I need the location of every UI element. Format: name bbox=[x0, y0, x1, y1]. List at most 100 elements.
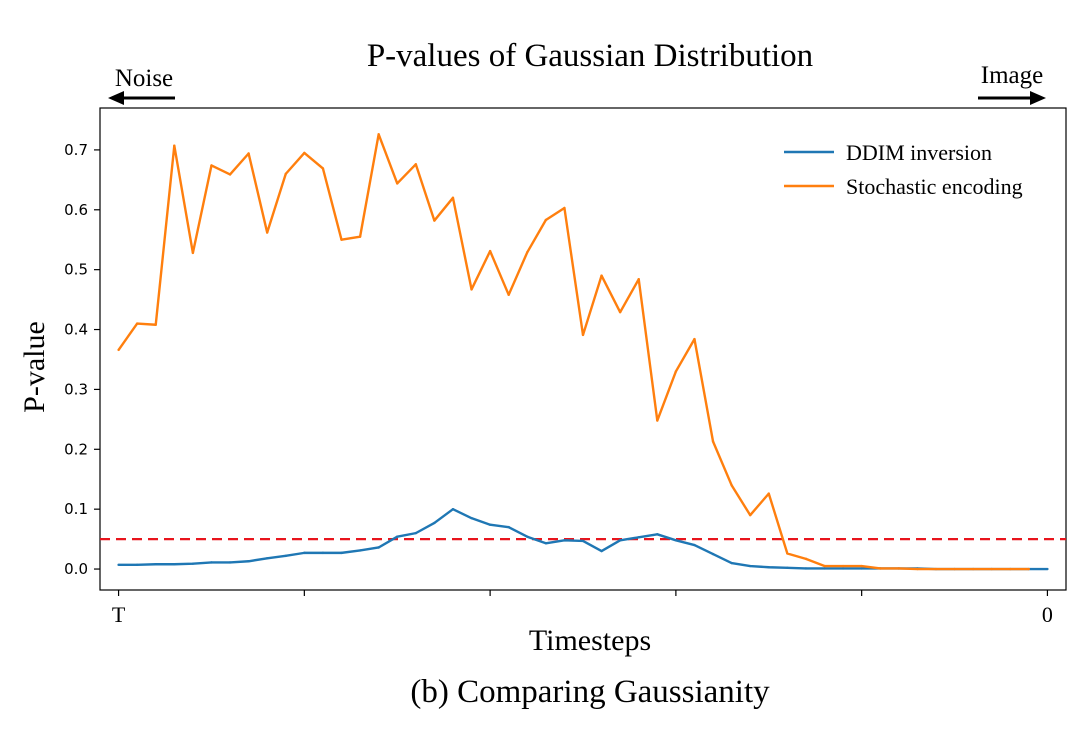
data-point bbox=[897, 567, 901, 570]
data-point bbox=[618, 310, 622, 314]
x-axis-label: Timesteps bbox=[529, 624, 651, 657]
y-axis-label: P-value bbox=[18, 321, 51, 413]
data-point bbox=[507, 293, 510, 297]
data-point bbox=[358, 235, 362, 238]
data-point bbox=[916, 567, 919, 571]
data-point bbox=[786, 566, 789, 570]
data-point bbox=[303, 151, 306, 155]
data-point bbox=[656, 533, 659, 536]
data-point bbox=[321, 551, 325, 555]
data-point bbox=[823, 564, 826, 568]
data-point bbox=[1046, 567, 1049, 571]
data-point bbox=[154, 323, 157, 326]
data-point bbox=[563, 539, 566, 542]
series-group bbox=[117, 133, 1049, 571]
y-tick-label: 0.3 bbox=[64, 380, 88, 398]
data-point bbox=[488, 249, 492, 253]
chart-title: P-values of Gaussian Distribution bbox=[367, 38, 813, 74]
data-point bbox=[637, 536, 640, 539]
data-point bbox=[210, 164, 213, 167]
data-point bbox=[396, 182, 399, 185]
y-tick-label: 0.7 bbox=[64, 141, 88, 159]
data-point bbox=[414, 163, 418, 166]
data-point bbox=[173, 563, 176, 566]
data-point bbox=[600, 274, 603, 277]
data-point bbox=[488, 523, 492, 526]
data-point bbox=[581, 333, 585, 337]
data-point bbox=[377, 133, 380, 136]
data-point bbox=[804, 567, 808, 570]
data-point bbox=[377, 546, 380, 549]
y-tick-label: 0.6 bbox=[64, 201, 88, 219]
data-point bbox=[451, 507, 455, 511]
data-point bbox=[173, 144, 176, 147]
data-point bbox=[581, 539, 585, 543]
data-point bbox=[1009, 567, 1012, 571]
data-point bbox=[748, 513, 752, 517]
data-point bbox=[117, 563, 120, 567]
data-point bbox=[526, 535, 529, 538]
x-tick-label: T bbox=[112, 602, 126, 627]
data-point bbox=[303, 551, 306, 555]
data-point bbox=[284, 172, 287, 176]
data-point bbox=[860, 564, 863, 568]
data-point bbox=[154, 563, 157, 566]
data-point bbox=[841, 567, 845, 570]
data-point bbox=[600, 549, 603, 553]
data-point bbox=[414, 531, 418, 535]
data-point bbox=[879, 567, 882, 570]
data-point bbox=[860, 567, 863, 570]
y-tick-label: 0.4 bbox=[64, 321, 88, 339]
data-point bbox=[674, 539, 678, 542]
data-point bbox=[693, 543, 696, 547]
data-point bbox=[135, 563, 139, 567]
data-point bbox=[823, 567, 826, 570]
y-tick-label: 0.0 bbox=[64, 560, 88, 578]
data-point bbox=[228, 173, 232, 176]
data-point bbox=[563, 206, 566, 210]
data-point bbox=[228, 561, 232, 564]
figure-caption: (b) Comparing Gaussianity bbox=[410, 674, 770, 710]
data-point bbox=[321, 167, 325, 170]
data-point bbox=[451, 196, 455, 200]
data-point bbox=[544, 542, 548, 545]
y-tick-label: 0.2 bbox=[64, 440, 88, 458]
data-point bbox=[470, 288, 473, 291]
image-label: Image bbox=[981, 62, 1043, 89]
noise-label: Noise bbox=[115, 65, 173, 92]
data-point bbox=[730, 561, 733, 565]
data-point bbox=[507, 525, 510, 529]
data-point bbox=[544, 218, 548, 222]
data-point bbox=[358, 549, 362, 552]
data-point bbox=[526, 251, 529, 254]
data-point bbox=[191, 562, 195, 565]
y-tick-label: 0.5 bbox=[64, 261, 88, 279]
data-point bbox=[117, 348, 120, 352]
data-point bbox=[934, 567, 938, 571]
data-point bbox=[748, 564, 752, 568]
data-point bbox=[711, 552, 715, 556]
data-point bbox=[841, 564, 845, 568]
data-point bbox=[247, 152, 250, 155]
data-point bbox=[340, 238, 343, 241]
data-point bbox=[284, 554, 287, 558]
data-point bbox=[767, 492, 770, 495]
legend: DDIM inversion Stochastic encoding bbox=[784, 140, 1023, 199]
data-point bbox=[767, 566, 770, 569]
data-point bbox=[433, 219, 436, 222]
data-point bbox=[433, 521, 436, 525]
data-point bbox=[786, 552, 789, 555]
data-point bbox=[135, 322, 139, 325]
data-point bbox=[247, 560, 250, 563]
data-point bbox=[470, 516, 473, 520]
data-point bbox=[265, 231, 269, 234]
data-point bbox=[656, 419, 659, 422]
data-point bbox=[340, 551, 343, 555]
data-point bbox=[990, 567, 993, 571]
legend-label-stochastic: Stochastic encoding bbox=[846, 174, 1023, 199]
x-tick-label: 0 bbox=[1042, 602, 1053, 627]
series-line-stochastic-encoding bbox=[117, 133, 1029, 571]
y-tick-label: 0.1 bbox=[64, 500, 88, 518]
